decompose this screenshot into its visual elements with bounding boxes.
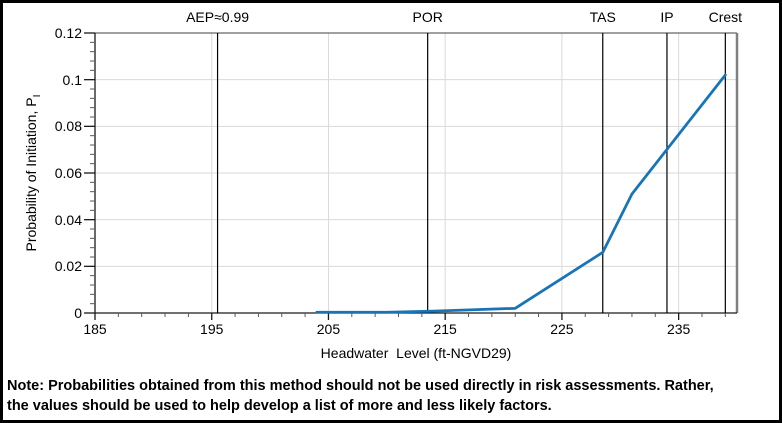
x-axis-title: Headwater Level (ft-NGVD29) (320, 345, 512, 361)
x-tick-label: 195 (200, 321, 224, 337)
reference-line-label: Crest (708, 9, 743, 25)
chart-plot (84, 32, 739, 320)
x-tick-label: 225 (550, 321, 574, 337)
y-tick-label: 0.08 (54, 118, 82, 135)
y-tick-label: 0.12 (54, 25, 82, 41)
reference-line-label: TAS (589, 9, 616, 25)
y-tick-label: 0.04 (54, 211, 82, 228)
y-tick-label: 0.1 (62, 71, 82, 88)
x-tick-label: 205 (316, 321, 341, 337)
y-axis-title: Probability of Initiation, PI (23, 94, 43, 251)
note-text: Note: Probabilities obtained from this m… (7, 376, 775, 416)
x-tick-label: 235 (666, 321, 691, 337)
y-tick-label: 0 (74, 305, 82, 321)
note-line-1: Note: Probabilities obtained from this m… (7, 378, 714, 394)
x-tick-label: 215 (433, 321, 457, 337)
y-axis-title-subscript: I (30, 94, 43, 98)
y-axis-title-text: Probability of Initiation, P (23, 97, 40, 252)
reference-line-label: IP (660, 9, 674, 25)
y-tick-label: 0.06 (54, 165, 82, 181)
y-tick-label: 0.02 (54, 258, 82, 275)
note-line-2: the values should be used to help develo… (7, 398, 552, 414)
series-line (315, 73, 727, 314)
reference-line-label: AEP≈0.99 (186, 9, 250, 25)
reference-line-label: POR (412, 9, 443, 25)
x-tick-label: 185 (83, 321, 107, 337)
